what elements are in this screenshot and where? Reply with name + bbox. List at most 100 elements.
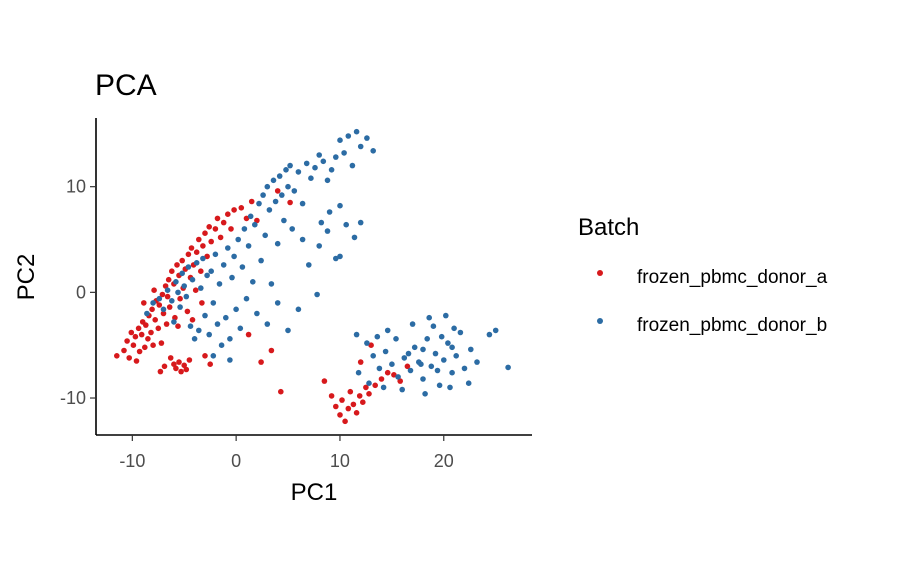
point-series-1-68 <box>312 164 318 171</box>
point-series-1-55 <box>272 198 279 205</box>
point-series-0-72 <box>248 198 255 205</box>
points-layer <box>114 128 511 425</box>
point-series-0-78 <box>245 331 252 338</box>
point-series-0-67 <box>225 211 231 217</box>
point-series-1-26 <box>212 251 219 258</box>
point-series-0-37 <box>161 363 168 370</box>
point-series-1-127 <box>409 321 416 327</box>
point-series-1-14 <box>187 323 194 330</box>
legend-label-donor-b: frozen_pbmc_donor_b <box>637 315 827 336</box>
point-series-1-117 <box>445 340 451 346</box>
point-series-1-47 <box>256 200 262 207</box>
point-series-0-66 <box>220 219 227 226</box>
point-series-1-136 <box>447 384 453 391</box>
point-series-1-71 <box>324 177 331 184</box>
x-ticks: -10 0 10 20 <box>119 435 454 471</box>
point-series-0-30 <box>167 355 174 361</box>
point-series-1-29 <box>218 342 225 349</box>
point-series-1-74 <box>337 137 343 143</box>
point-series-0-29 <box>166 304 173 310</box>
point-series-0-82 <box>321 378 328 384</box>
point-series-0-107 <box>175 323 181 330</box>
point-series-0-50 <box>185 251 192 258</box>
point-series-1-2 <box>156 295 163 302</box>
point-series-0-42 <box>172 314 178 321</box>
point-series-0-32 <box>173 365 179 372</box>
point-series-0-60 <box>204 253 210 260</box>
point-series-0-55 <box>193 249 200 255</box>
chart-title: PCA <box>95 69 157 102</box>
point-series-0-2 <box>124 338 130 344</box>
point-series-0-27 <box>163 321 170 327</box>
point-series-1-111 <box>420 376 426 382</box>
point-series-1-23 <box>206 331 212 338</box>
x-tick-label-0: -10 <box>119 451 145 471</box>
point-series-1-54 <box>270 177 277 184</box>
point-series-0-1 <box>121 347 127 354</box>
point-series-0-93 <box>360 399 366 406</box>
point-series-1-140 <box>418 361 424 368</box>
point-series-1-53 <box>268 281 275 287</box>
point-series-1-141 <box>434 367 441 374</box>
point-series-1-86 <box>324 228 331 234</box>
x-tick-label-1: 0 <box>231 451 241 471</box>
point-series-1-107 <box>401 355 408 361</box>
point-series-1-122 <box>468 346 474 353</box>
point-series-1-108 <box>407 367 414 374</box>
point-series-1-87 <box>333 255 339 262</box>
point-series-1-118 <box>449 369 455 376</box>
point-series-1-93 <box>318 219 325 226</box>
point-series-1-105 <box>389 361 395 368</box>
point-series-1-133 <box>384 327 391 334</box>
point-series-0-45 <box>177 295 183 302</box>
point-series-0-80 <box>268 347 275 354</box>
point-series-0-94 <box>363 384 369 391</box>
point-series-0-9 <box>136 348 143 355</box>
point-series-1-46 <box>254 310 260 317</box>
point-series-0-109 <box>199 300 205 306</box>
point-series-1-112 <box>424 336 431 342</box>
point-series-1-139 <box>355 369 362 376</box>
legend-key-donor-a <box>597 270 603 276</box>
point-series-1-52 <box>266 207 273 213</box>
point-series-1-9 <box>177 304 183 310</box>
point-series-1-24 <box>208 268 214 275</box>
point-series-1-123 <box>474 359 480 365</box>
point-series-1-5 <box>169 298 175 304</box>
point-series-1-84 <box>306 262 312 268</box>
point-series-0-103 <box>357 359 364 365</box>
point-series-0-90 <box>350 401 357 408</box>
point-series-1-60 <box>283 167 289 173</box>
point-series-1-70 <box>320 158 327 165</box>
point-series-1-135 <box>422 391 428 397</box>
point-series-1-38 <box>237 325 244 332</box>
point-series-1-16 <box>191 336 198 342</box>
point-series-0-63 <box>212 226 219 232</box>
point-series-1-89 <box>351 234 358 241</box>
point-series-0-86 <box>339 397 345 403</box>
point-series-1-64 <box>295 169 302 175</box>
legend-key-donor-b <box>597 318 603 324</box>
point-series-1-41 <box>243 295 250 302</box>
point-series-0-91 <box>353 410 360 416</box>
point-series-1-126 <box>505 364 511 371</box>
point-series-1-51 <box>264 183 271 190</box>
point-series-1-144 <box>465 380 472 387</box>
point-series-0-76 <box>202 353 208 359</box>
point-series-1-15 <box>189 276 196 283</box>
point-series-1-3 <box>160 306 167 313</box>
point-series-1-104 <box>382 348 389 355</box>
point-series-1-59 <box>281 217 287 224</box>
point-series-1-81 <box>370 148 377 154</box>
point-series-1-95 <box>274 300 281 306</box>
point-series-1-37 <box>235 236 241 243</box>
point-series-0-52 <box>188 245 195 251</box>
point-series-1-58 <box>279 192 285 198</box>
point-series-1-6 <box>171 319 177 325</box>
point-series-1-57 <box>276 173 283 179</box>
point-series-1-106 <box>395 374 401 380</box>
point-series-0-104 <box>141 300 147 306</box>
point-series-1-50 <box>262 232 269 239</box>
point-series-0-14 <box>145 336 151 342</box>
